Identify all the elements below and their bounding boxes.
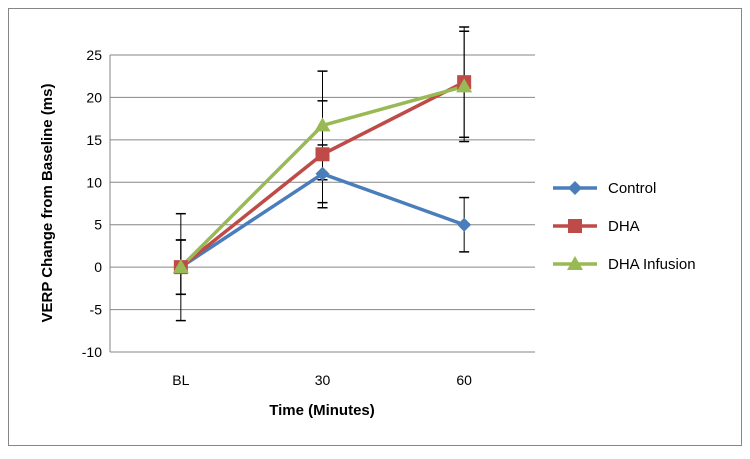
- x-axis-label: Time (Minutes): [269, 402, 375, 419]
- legend-label: DHA: [608, 218, 640, 235]
- y-axis-label: VERP Change from Baseline (ms): [39, 84, 56, 323]
- x-tick-label: BL: [172, 372, 189, 388]
- y-tick-label: 10: [86, 174, 102, 190]
- y-tick-label: 20: [86, 89, 102, 105]
- y-tick-label: 15: [86, 132, 102, 148]
- legend-label: DHA Infusion: [608, 256, 696, 273]
- data-point: [456, 78, 473, 93]
- y-tick-label: 5: [94, 217, 102, 233]
- data-point: [457, 217, 472, 232]
- legend-label: Control: [608, 180, 656, 197]
- x-tick-label: 60: [456, 372, 472, 388]
- y-tick-label: 25: [86, 47, 102, 63]
- y-tick-label: -10: [82, 344, 102, 360]
- legend-marker: [568, 181, 582, 195]
- x-tick-label: 30: [315, 372, 331, 388]
- legend-marker: [568, 219, 582, 233]
- data-point: [172, 259, 189, 274]
- data-point: [315, 147, 330, 162]
- data-point: [314, 117, 331, 132]
- y-tick-label: 0: [94, 259, 102, 275]
- y-tick-label: -5: [90, 302, 103, 318]
- chart-border: [8, 8, 742, 446]
- data-point: [315, 166, 330, 181]
- legend-marker: [567, 256, 583, 270]
